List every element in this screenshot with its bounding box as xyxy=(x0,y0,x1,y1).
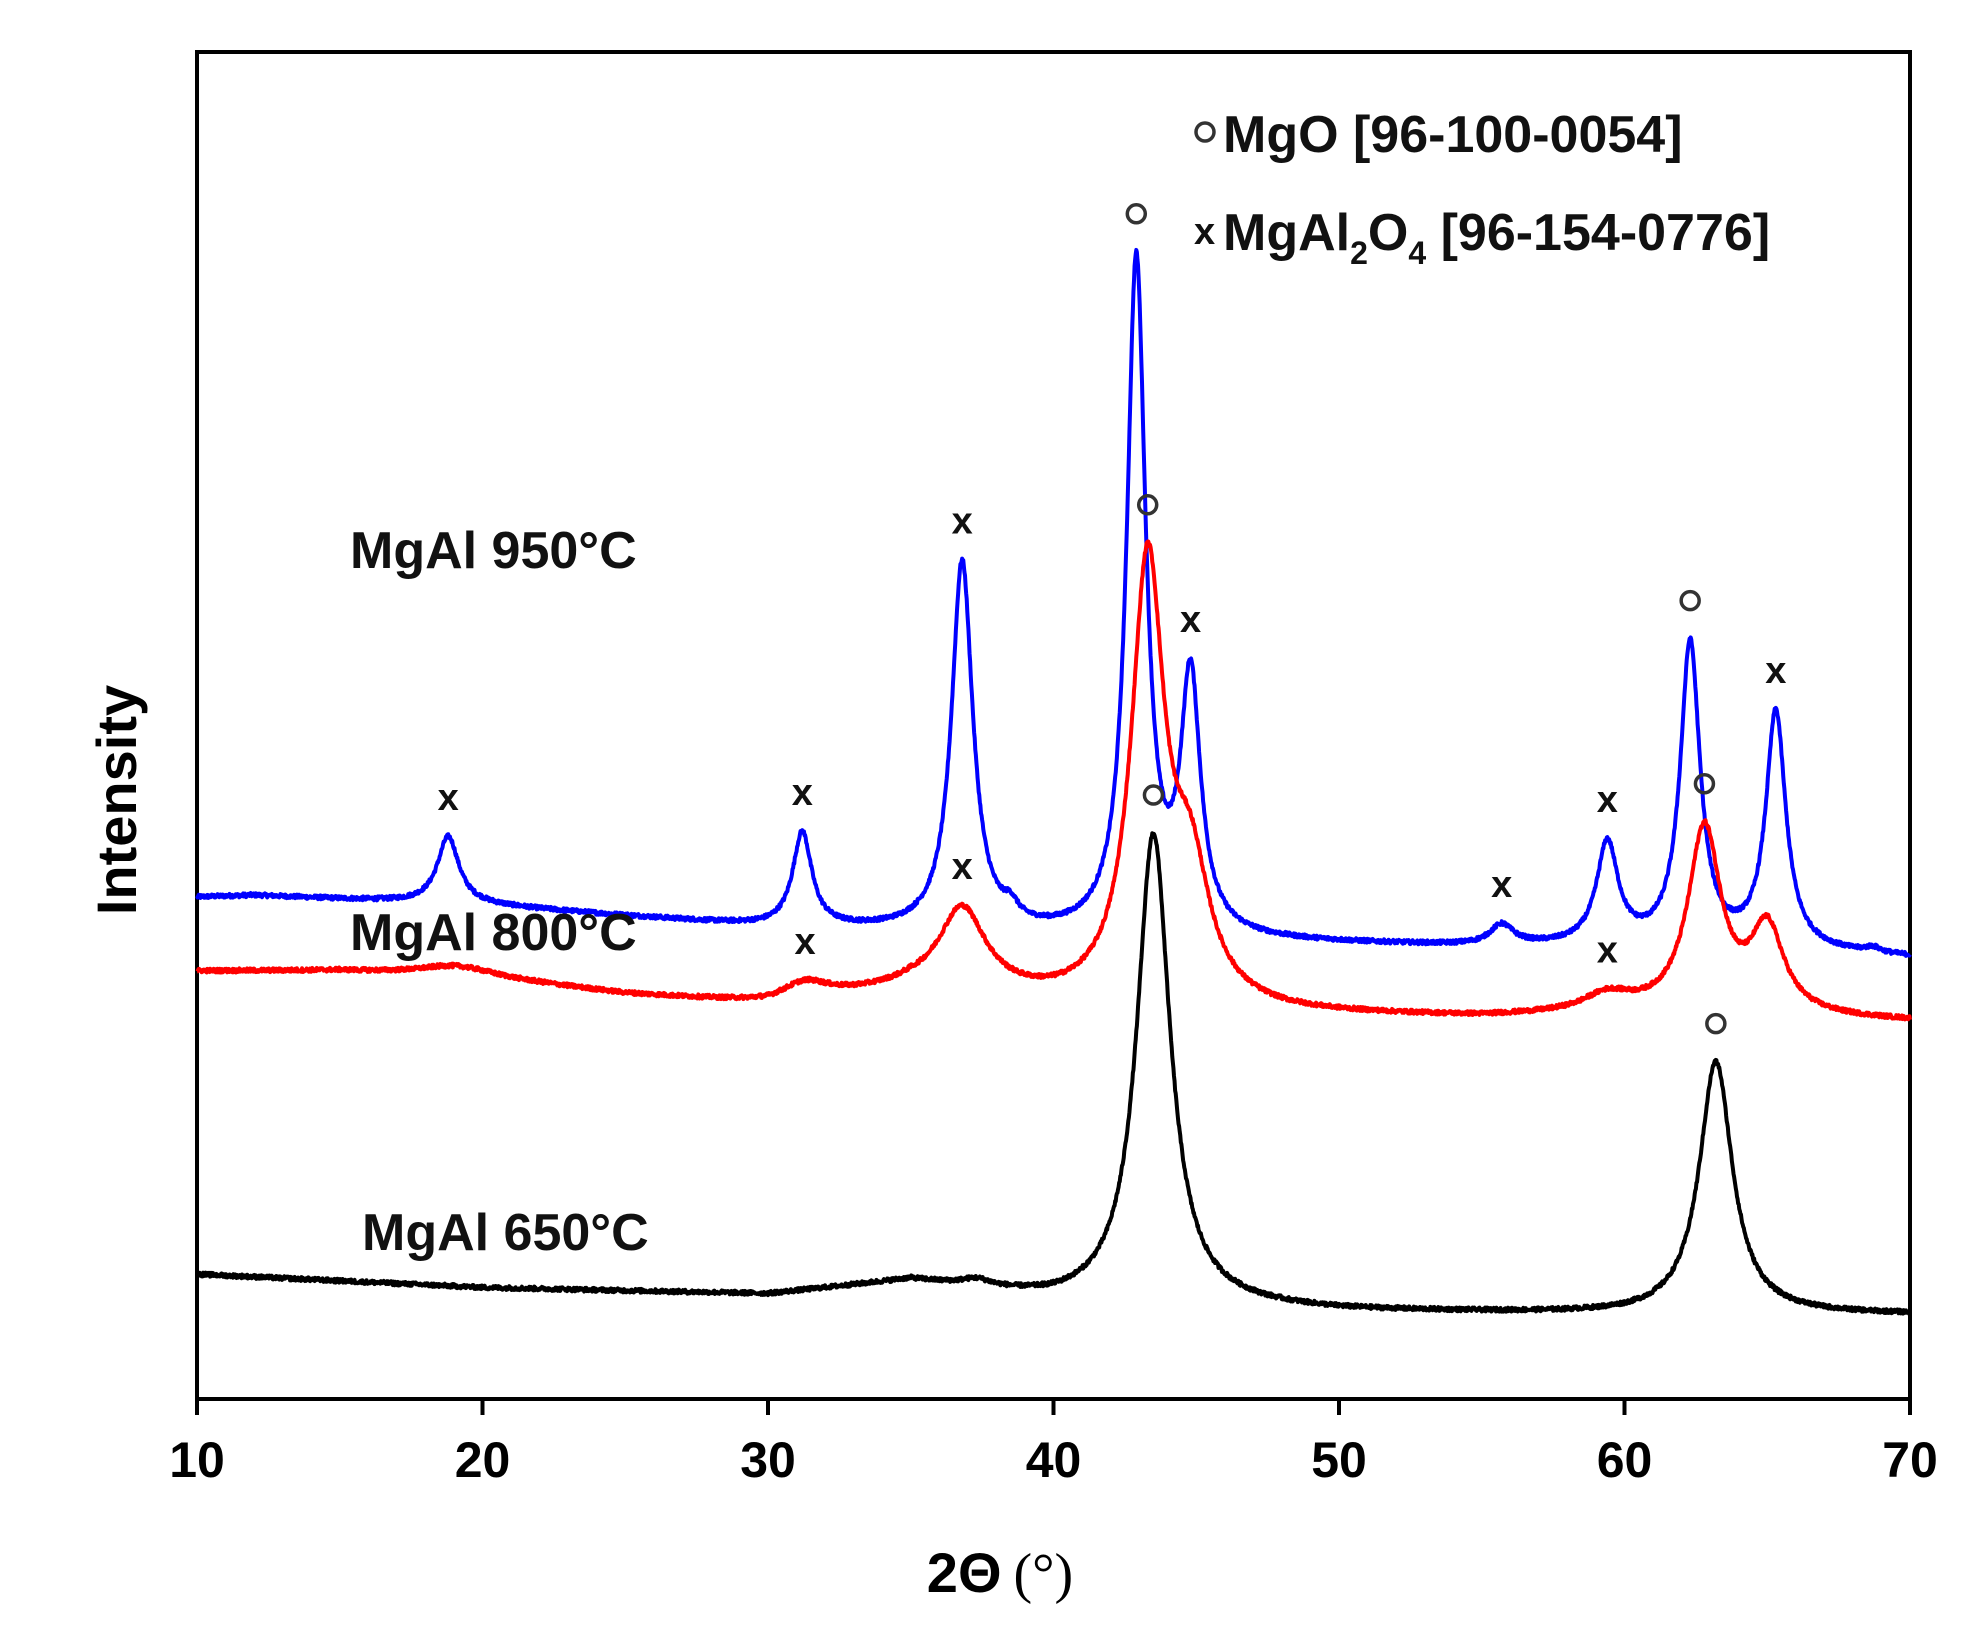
x-axis-label-main: 2Θ xyxy=(927,1541,1002,1604)
legend-mgo-text: MgO [96-100-0054] xyxy=(1223,106,1683,164)
legend: MgO [96-100-0054] x MgAl2O4 [96-154-0776… xyxy=(1194,106,1770,271)
spinel-marker-1-1: x xyxy=(795,921,816,963)
x-tick-label-70: 70 xyxy=(1882,1432,1938,1488)
series-label-950: MgAl 950°C xyxy=(350,522,637,580)
legend-spinel-sub-1: 2 xyxy=(1350,235,1368,271)
x-tick-label-40: 40 xyxy=(1026,1432,1082,1488)
x-tick-label-50: 50 xyxy=(1311,1432,1367,1488)
series-label-800: MgAl 800°C xyxy=(350,904,637,962)
spinel-marker-0-5: x xyxy=(1180,599,1201,641)
mgo-marker-0-8 xyxy=(1679,589,1701,612)
series-line-0 xyxy=(195,247,1912,958)
legend-spinel-text: MgAl2O4 [96-154-0776] xyxy=(1223,204,1770,271)
spinel-marker-0-9: x xyxy=(1765,650,1786,692)
x-tick-label-20: 20 xyxy=(455,1432,511,1488)
spinel-marker-0-7: x xyxy=(1597,779,1618,821)
legend-spinel-part-1: MgAl xyxy=(1223,204,1350,262)
mgo-marker-1-3 xyxy=(1136,494,1159,516)
mgo-marker-0-4 xyxy=(1125,203,1148,225)
x-axis-label-unit: (°) xyxy=(1014,1543,1074,1605)
peak-markers: x x x x x x x x x x xyxy=(438,203,1786,1035)
mgo-marker-2-2 xyxy=(1705,1012,1727,1035)
x-axis: 10 20 30 40 50 60 70 xyxy=(169,1399,1938,1488)
x-tick-label-30: 30 xyxy=(740,1432,796,1488)
spinel-marker-0-6: x xyxy=(1491,864,1512,906)
spinel-marker-0-2: x xyxy=(952,500,973,542)
spinel-marker-0-1: x xyxy=(792,772,813,814)
legend-spinel-part-3: [96-154-0776] xyxy=(1426,204,1770,262)
spinel-marker-1-2: x xyxy=(952,846,973,888)
mgo-marker-2-1 xyxy=(1142,784,1165,806)
spinel-marker-0-0: x xyxy=(438,777,459,819)
legend-spinel-part-2: O xyxy=(1368,204,1408,262)
legend-spinel-marker: x xyxy=(1194,211,1215,253)
series-group xyxy=(195,247,1912,1316)
x-tick-label-60: 60 xyxy=(1597,1432,1653,1488)
series-label-650: MgAl 650°C xyxy=(362,1204,649,1262)
spinel-marker-1-5: x xyxy=(1597,929,1618,971)
mgo-marker-1-6 xyxy=(1693,772,1716,795)
series-line-1 xyxy=(195,539,1912,1022)
y-axis-label: Intensity xyxy=(85,685,148,915)
x-axis-label: 2Θ (°) xyxy=(927,1541,1073,1605)
series-line-2 xyxy=(195,831,1912,1316)
x-tick-label-10: 10 xyxy=(169,1432,225,1488)
legend-mgo-marker xyxy=(1194,121,1216,143)
legend-spinel-sub-2: 4 xyxy=(1408,235,1426,271)
